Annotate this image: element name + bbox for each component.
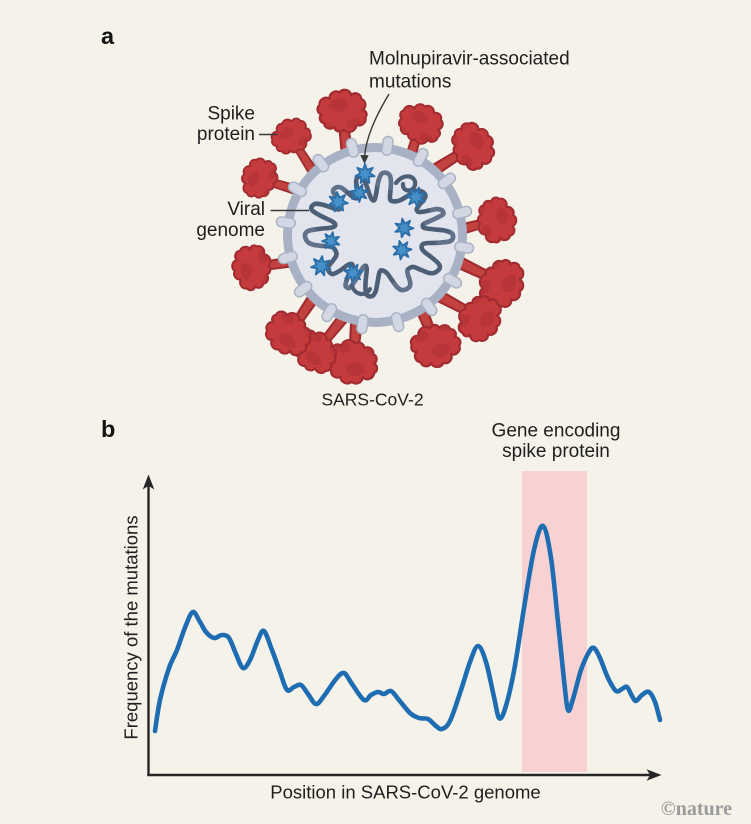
svg-text:Position in SARS-CoV-2 genome: Position in SARS-CoV-2 genome xyxy=(270,782,540,803)
svg-text:©nature: ©nature xyxy=(661,798,732,820)
svg-text:protein: protein xyxy=(197,124,255,145)
svg-text:spike protein: spike protein xyxy=(502,441,610,462)
svg-text:SARS-CoV-2: SARS-CoV-2 xyxy=(321,390,423,410)
svg-text:Gene encoding: Gene encoding xyxy=(492,421,621,442)
svg-text:Spike: Spike xyxy=(207,104,255,125)
svg-text:Viral: Viral xyxy=(227,199,265,220)
svg-text:b: b xyxy=(101,416,115,442)
svg-text:mutations: mutations xyxy=(369,72,451,93)
svg-text:Frequency of the mutations: Frequency of the mutations xyxy=(121,515,142,739)
svg-text:Molnupiravir-associated: Molnupiravir-associated xyxy=(369,49,570,70)
svg-text:a: a xyxy=(101,23,115,49)
svg-text:genome: genome xyxy=(196,220,265,241)
